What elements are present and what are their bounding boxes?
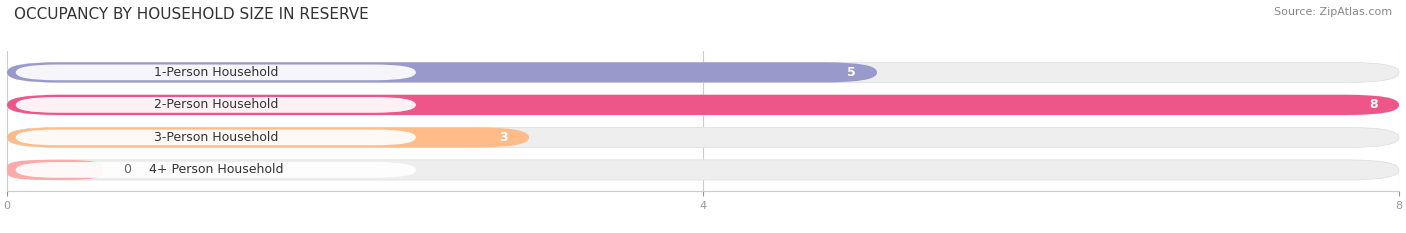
FancyBboxPatch shape (15, 97, 416, 113)
Text: 4+ Person Household: 4+ Person Household (149, 163, 283, 176)
Text: 0: 0 (124, 163, 132, 176)
Text: 3-Person Household: 3-Person Household (153, 131, 278, 144)
FancyBboxPatch shape (15, 130, 416, 145)
FancyBboxPatch shape (7, 127, 529, 147)
FancyBboxPatch shape (7, 95, 1399, 115)
FancyBboxPatch shape (7, 95, 1399, 115)
Text: 8: 8 (1369, 98, 1378, 111)
Text: Source: ZipAtlas.com: Source: ZipAtlas.com (1274, 7, 1392, 17)
Text: OCCUPANCY BY HOUSEHOLD SIZE IN RESERVE: OCCUPANCY BY HOUSEHOLD SIZE IN RESERVE (14, 7, 368, 22)
FancyBboxPatch shape (15, 65, 416, 80)
FancyBboxPatch shape (7, 160, 1399, 180)
Text: 3: 3 (499, 131, 508, 144)
Text: 1-Person Household: 1-Person Household (153, 66, 278, 79)
FancyBboxPatch shape (15, 162, 416, 178)
FancyBboxPatch shape (7, 160, 103, 180)
Text: 5: 5 (848, 66, 856, 79)
FancyBboxPatch shape (7, 62, 877, 82)
FancyBboxPatch shape (7, 62, 1399, 82)
Text: 2-Person Household: 2-Person Household (153, 98, 278, 111)
FancyBboxPatch shape (7, 127, 1399, 147)
